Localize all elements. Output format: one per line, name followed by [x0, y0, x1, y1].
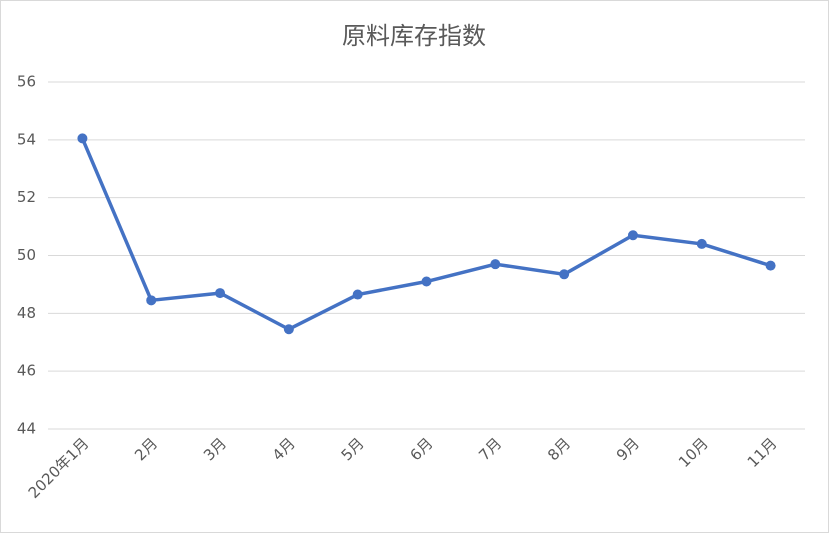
marker — [146, 295, 157, 306]
marker — [627, 230, 638, 241]
y-tick-label: 46 — [17, 362, 36, 380]
marker — [77, 133, 88, 144]
y-tick-label: 44 — [17, 420, 36, 438]
marker — [283, 324, 294, 335]
marker — [215, 288, 226, 299]
marker — [696, 238, 707, 249]
y-tick-label: 48 — [17, 304, 36, 322]
marker — [765, 260, 776, 271]
marker — [490, 259, 501, 270]
chart-title: 原料库存指数 — [342, 22, 486, 50]
y-tick-label: 56 — [17, 73, 36, 91]
y-tick-label: 52 — [17, 188, 36, 206]
marker — [352, 289, 363, 300]
y-tick-label: 54 — [17, 130, 36, 148]
y-tick-label: 50 — [17, 246, 36, 264]
marker — [421, 276, 432, 287]
marker — [559, 269, 570, 280]
